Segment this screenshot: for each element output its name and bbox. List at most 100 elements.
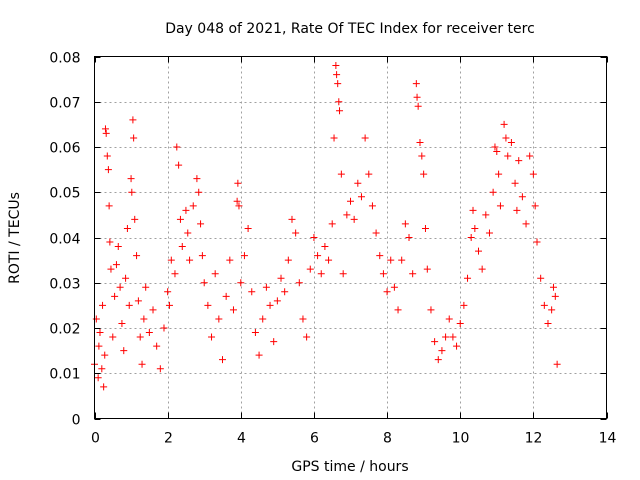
data-point <box>423 265 431 273</box>
data-point <box>136 333 144 341</box>
data-point <box>334 80 342 88</box>
data-point <box>553 360 561 368</box>
data-point <box>222 292 230 300</box>
y-tick-label: 0.03 <box>49 277 80 293</box>
ticks-layer: 0 2 4 6 8 10 12 14 0 0.01 0.02 0.03 0.04 0.05 0.06 0.07… <box>49 51 616 447</box>
data-point <box>204 301 212 309</box>
data-point <box>248 288 256 296</box>
data-point <box>149 306 157 314</box>
data-point <box>153 342 161 350</box>
data-point <box>198 252 206 260</box>
data-point <box>226 256 234 264</box>
data-point <box>109 333 117 341</box>
data-point <box>347 197 354 205</box>
data-point <box>414 102 422 110</box>
data-point <box>337 170 345 178</box>
data-point <box>350 215 358 223</box>
data-point <box>233 197 241 205</box>
data-point <box>343 211 351 219</box>
data-point <box>522 220 530 228</box>
x-tick-label: 12 <box>525 431 543 447</box>
data-point <box>171 270 179 278</box>
data-point <box>200 279 208 287</box>
data-point <box>379 270 387 278</box>
data-point <box>186 256 194 264</box>
data-point <box>103 152 111 160</box>
data-point <box>244 224 252 232</box>
data-point <box>106 238 114 246</box>
data-point <box>120 347 128 355</box>
data-point <box>442 333 450 341</box>
data-point <box>138 360 146 368</box>
data-point <box>266 301 274 309</box>
data-point <box>321 243 329 251</box>
data-point <box>129 116 137 124</box>
data-point <box>467 234 475 241</box>
data-point <box>219 356 226 364</box>
data-point <box>390 283 398 291</box>
data-point <box>526 152 534 160</box>
data-point <box>182 206 190 214</box>
data-point <box>234 179 242 187</box>
data-point <box>515 157 523 165</box>
data-point <box>95 342 103 350</box>
y-tick-label: 0.04 <box>49 232 80 248</box>
data-point <box>193 175 201 183</box>
data-point <box>330 134 338 142</box>
data-point <box>383 288 391 296</box>
data-point <box>420 170 428 178</box>
y-tick-label: 0.02 <box>49 322 80 338</box>
data-point <box>262 283 270 291</box>
data-point <box>255 351 263 359</box>
data-point <box>273 297 281 305</box>
data-point <box>401 220 409 228</box>
data-point <box>101 351 109 359</box>
data-point <box>372 229 380 237</box>
data-point <box>325 256 333 264</box>
data-point <box>114 243 122 251</box>
data-point <box>328 220 336 228</box>
data-point <box>310 234 318 241</box>
data-point <box>270 338 278 346</box>
data-point <box>128 188 136 196</box>
plot-frame <box>94 56 607 419</box>
data-point <box>464 274 472 282</box>
data-point <box>368 202 376 210</box>
data-point <box>133 252 141 260</box>
grid-layer <box>94 56 607 419</box>
data-point <box>130 134 138 142</box>
y-tick-label: 0.06 <box>49 141 80 157</box>
data-point <box>112 261 120 269</box>
data-point <box>102 129 110 137</box>
data-point <box>299 315 307 323</box>
data-point <box>292 229 300 237</box>
data-point <box>453 342 461 350</box>
data-point <box>460 301 468 309</box>
data-point <box>127 175 135 183</box>
data-point <box>229 306 237 314</box>
data-point <box>284 256 292 264</box>
data-point <box>237 279 245 287</box>
data-point <box>125 301 133 309</box>
data-point <box>489 188 497 196</box>
data-point <box>413 93 421 101</box>
data-point <box>332 62 340 70</box>
data-point <box>197 220 205 228</box>
data-point <box>478 265 486 273</box>
data-point <box>394 306 402 314</box>
y-axis-label: ROTI / TECUs <box>7 192 23 284</box>
data-marks-layer <box>91 62 561 391</box>
data-point <box>145 329 153 337</box>
data-point <box>165 301 173 309</box>
data-point <box>98 365 106 373</box>
data-point <box>551 292 559 300</box>
data-point <box>100 383 108 391</box>
data-point <box>160 324 168 332</box>
data-point <box>507 138 515 146</box>
data-point <box>357 193 365 201</box>
data-point <box>482 211 490 219</box>
x-tick-label: 0 <box>91 431 100 447</box>
data-point <box>94 374 102 382</box>
data-point <box>398 256 406 264</box>
data-point <box>173 143 181 151</box>
